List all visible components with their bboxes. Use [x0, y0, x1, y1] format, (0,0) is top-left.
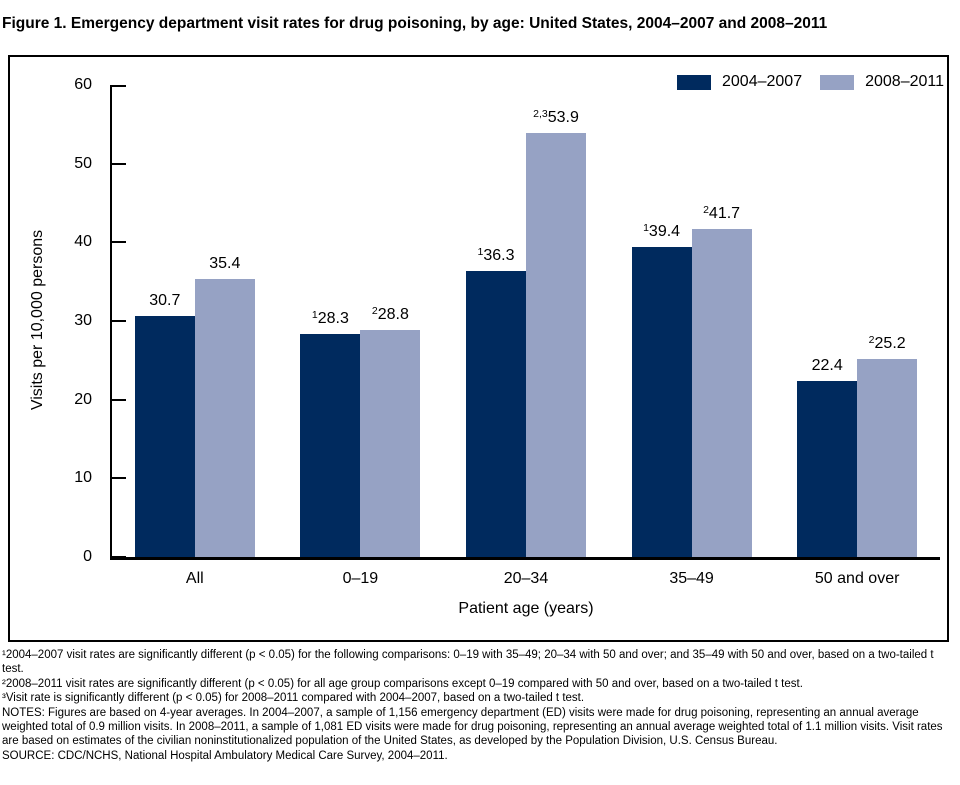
y-axis-labels: 0 10 20 30 40 50 60 — [60, 76, 102, 565]
legend-item-2008-2011: 2008–2011 — [820, 73, 944, 91]
category-label-50 and over: 50 and over — [814, 570, 900, 587]
legend-item-2004-2007: 2004–2007 — [677, 73, 802, 91]
y-axis-tick-label: 60 — [74, 76, 92, 93]
bar-value-label: 35.4 — [209, 254, 241, 272]
y-axis-tick — [112, 162, 126, 165]
bar-slot: 35.4 — [194, 85, 255, 557]
bar-2004–2007-35–49 — [631, 247, 692, 557]
y-axis-tick — [112, 85, 126, 87]
significance-superscript: 1 — [311, 309, 318, 322]
bar-group-All: 30.7 35.4 — [112, 85, 278, 557]
bar-value-label: 136.3 — [477, 246, 515, 265]
y-axis-tick-label: 20 — [74, 390, 92, 408]
bar-2008–2011-50 and over — [857, 358, 918, 557]
bar-value-label: 241.7 — [703, 203, 741, 222]
legend-swatch-series2 — [820, 74, 855, 90]
footnote-3: ³Visit rate is significantly different (… — [2, 692, 585, 705]
bar-slot: 136.3 — [465, 85, 526, 557]
footnote-source: SOURCE: CDC/NCHS, National Hospital Ambu… — [2, 749, 448, 762]
y-axis-title: Visits per 10,000 persons — [29, 229, 46, 411]
bar-2008–2011-35–49 — [691, 228, 752, 557]
bar-2008–2011-20–34 — [525, 133, 586, 557]
bar-value-label: 2,353.9 — [533, 108, 579, 126]
bar-slot: 225.2 — [857, 85, 918, 557]
significance-superscript: 2 — [703, 203, 709, 216]
bar-group-35–49: 139.4 241.7 — [609, 85, 775, 557]
category-label-35–49: 35–49 — [669, 570, 714, 587]
category-label-All: All — [185, 570, 204, 587]
figure-title: Figure 1. Emergency department visit rat… — [2, 15, 828, 32]
category-label-20–34: 20–34 — [503, 570, 549, 587]
bar-value-label: 30.7 — [149, 291, 181, 309]
footnotes: ¹2004–2007 visit rates are significantly… — [2, 648, 958, 763]
footnote-notes: NOTES: Figures are based on 4-year avera… — [2, 706, 943, 748]
legend: 2004–2007 2008–2011 — [677, 73, 944, 91]
y-axis-tick-label: 30 — [74, 312, 92, 329]
y-axis-tick — [112, 556, 126, 558]
y-axis-tick-label: 10 — [74, 469, 92, 487]
plot-area: 30.7 35.4 128.3 228.8 136.3 2,353.9 139.4 241.7… — [110, 85, 940, 560]
bar-2008–2011-All — [194, 278, 255, 557]
bar-value-label: 228.8 — [371, 305, 409, 324]
bar-group-0–19: 128.3 228.8 — [278, 85, 444, 557]
bar-slot: 241.7 — [691, 85, 752, 557]
bar-value-label: 139.4 — [643, 222, 681, 241]
significance-superscript: 2 — [371, 305, 378, 318]
x-category-labels: All 0–19 20–34 35–49 50 and over — [112, 570, 940, 588]
bar-2008–2011-0–19 — [360, 330, 421, 557]
y-axis-ticks — [112, 85, 940, 558]
bar-2004–2007-20–34 — [465, 271, 526, 557]
y-axis-tick — [112, 241, 126, 244]
y-axis-tick-label: 50 — [74, 154, 92, 172]
category-label-0–19: 0–19 — [342, 570, 379, 587]
legend-label-series2: 2008–2011 — [865, 73, 944, 90]
legend-label-series1: 2004–2007 — [722, 73, 803, 90]
chart-frame: 2004–2007 2008–2011 Visits per 10,000 pe… — [8, 55, 949, 642]
x-axis-title: Patient age (years) — [458, 600, 594, 617]
significance-superscript: 1 — [477, 246, 484, 259]
significance-superscript: 2,3 — [533, 108, 548, 120]
footnote-2: ²2008–2011 visit rates are significantly… — [2, 677, 803, 690]
bar-2004–2007-0–19 — [300, 334, 361, 557]
bar-group-20–34: 136.3 2,353.9 — [443, 85, 609, 557]
bar-value-label: 225.2 — [868, 333, 906, 352]
bar-slot: 139.4 — [631, 85, 692, 557]
bar-2004–2007-50 and over — [797, 380, 858, 557]
y-axis-tick-label: 40 — [74, 233, 92, 251]
footnote-1: ¹2004–2007 visit rates are significantly… — [2, 649, 934, 676]
y-axis-tick-label: 0 — [83, 548, 92, 565]
y-axis-tick — [112, 320, 126, 322]
bar-value-label: 128.3 — [311, 309, 349, 328]
bar-slot: 22.4 — [797, 85, 858, 557]
bar-slot: 30.7 — [134, 85, 195, 557]
bar-slot: 228.8 — [360, 85, 421, 557]
bar-group-50 and over: 22.4 225.2 — [774, 85, 940, 557]
legend-swatch-series1 — [677, 74, 711, 90]
bars-container: 30.7 35.4 128.3 228.8 136.3 2,353.9 139.4 241.7… — [112, 85, 940, 557]
significance-superscript: 2 — [868, 333, 875, 346]
y-axis-tick — [112, 477, 126, 480]
y-axis-tick — [112, 398, 126, 401]
bar-2004–2007-All — [134, 315, 195, 557]
bar-value-label: 22.4 — [811, 356, 843, 374]
bar-slot: 2,353.9 — [525, 85, 586, 557]
bar-slot: 128.3 — [300, 85, 361, 557]
significance-superscript: 1 — [643, 222, 649, 235]
